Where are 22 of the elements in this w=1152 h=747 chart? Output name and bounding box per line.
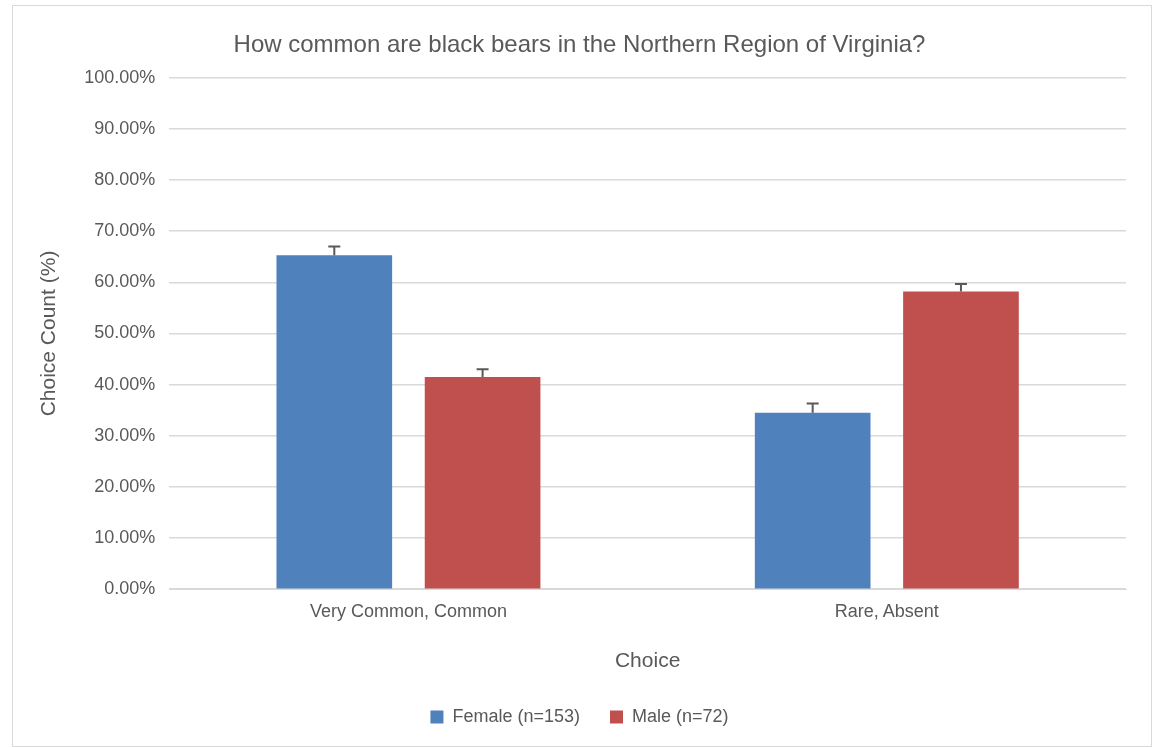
bar — [276, 255, 393, 589]
x-tick-label: Very Common, Common — [309, 600, 507, 621]
y-tick-label: 70.00% — [94, 220, 156, 241]
y-tick-label: 20.00% — [94, 475, 156, 496]
chart-title: How common are black bears in the Northern Region of Virginia? — [233, 30, 926, 58]
y-tick-label: 10.00% — [94, 527, 156, 548]
bar — [754, 412, 871, 589]
y-tick-label: 100.00% — [84, 66, 156, 87]
y-tick-label: 90.00% — [94, 117, 156, 138]
y-axis-title: Choice Count (%) — [36, 250, 60, 417]
y-tick-label: 60.00% — [94, 271, 156, 292]
legend-label: Male (n=72) — [632, 705, 729, 726]
y-tick-label: 30.00% — [94, 424, 156, 445]
y-tick-label: 50.00% — [94, 322, 156, 343]
bar — [424, 376, 541, 589]
legend-label: Female (n=153) — [452, 705, 581, 726]
y-tick-label: 80.00% — [94, 169, 156, 190]
bar — [903, 291, 1019, 589]
x-axis-title: Choice — [614, 648, 681, 672]
y-tick-label: 0.00% — [104, 578, 156, 599]
x-tick-label: Rare, Absent — [834, 600, 939, 621]
y-tick-label: 40.00% — [94, 373, 156, 394]
